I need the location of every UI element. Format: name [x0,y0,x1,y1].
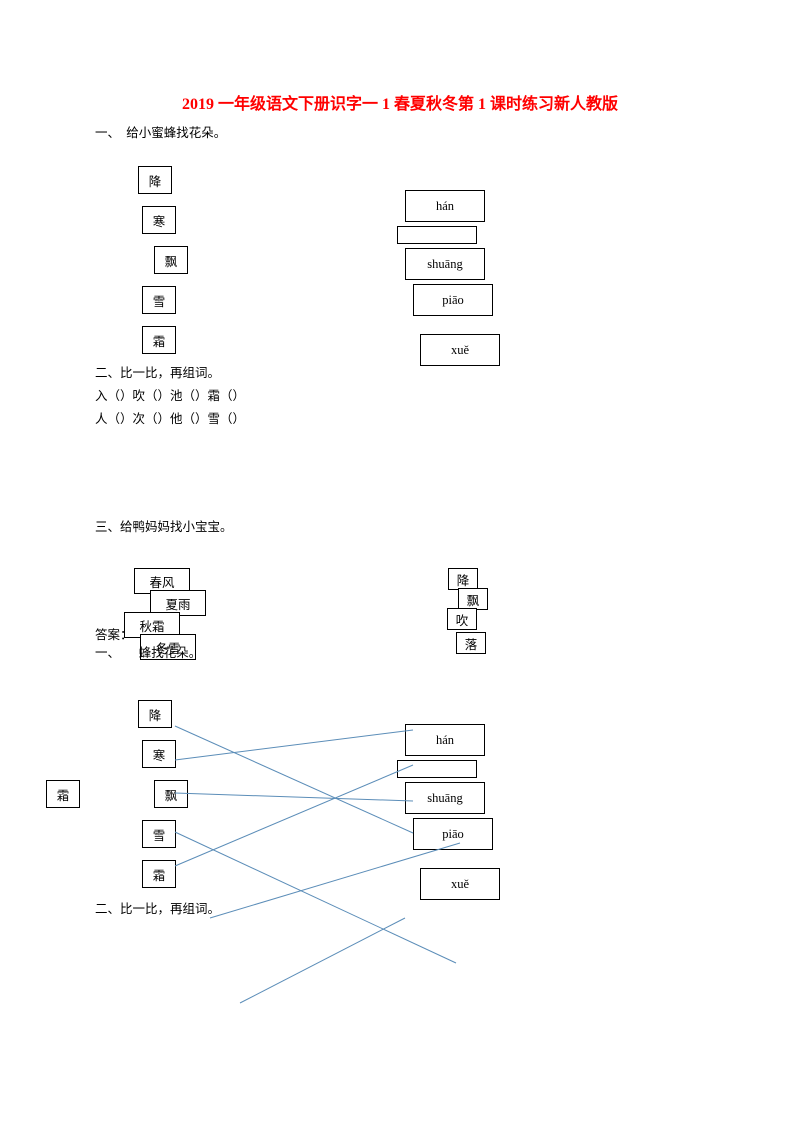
pinyin-box-hidden [397,226,477,244]
ans-char-box-0: 降 [138,700,172,728]
answer-1-label: 一、 蜂找花朵。 [95,642,201,661]
answer-label: 答案： [95,624,133,643]
section-2-label: 二、比一比，再组词。 [95,362,245,381]
pinyin-box-1: shuāng [405,248,485,280]
pinyin-box-0: hán [405,190,485,222]
answer-2-label: 二、比一比，再组词。 [95,898,220,917]
char-box-3: 雪 [142,286,176,314]
char-box-2: 飘 [154,246,188,274]
ans-pinyin-box-hidden [397,760,477,778]
page-title: 2019 一年级语文下册识字一 1 春夏秋冬第 1 课时练习新人教版 [95,90,705,114]
ans-pinyin-box-2: piāo [413,818,493,850]
ans-char-box-3: 雪 [142,820,176,848]
worksheet-page: 2019 一年级语文下册识字一 1 春夏秋冬第 1 课时练习新人教版 一、 给小… [0,0,800,141]
char-box-4: 霜 [142,326,176,354]
section-1-label: 一、 给小蜜蜂找花朵。 [95,122,705,141]
matching-lines [0,0,800,1132]
section-2-block: 二、比一比，再组词。 入（）吹（）池（）霜（） 人（）次（）他（）雪（） [95,358,245,431]
section-3-label: 三、给鸭妈妈找小宝宝。 [95,516,233,535]
ans-pinyin-box-0: hán [405,724,485,756]
mini-box-0: 降 [448,568,478,590]
section-2-line2: 人（）次（）他（）雪（） [95,408,245,427]
pinyin-box-2: piāo [413,284,493,316]
ans-char-box-2: 飘 [154,780,188,808]
pinyin-box-3: xuě [420,334,500,366]
mini-box-1: 飘 [458,588,488,610]
extra-char-box: 霜 [46,780,80,808]
mini-box-3: 落 [456,632,486,654]
char-box-0: 降 [138,166,172,194]
ans-char-box-1: 寒 [142,740,176,768]
ans-pinyin-box-1: shuāng [405,782,485,814]
section-2-line1: 入（）吹（）池（）霜（） [95,385,245,404]
char-box-1: 寒 [142,206,176,234]
mini-box-2: 吹 [447,608,477,630]
ans-char-box-4: 霜 [142,860,176,888]
ans-pinyin-box-3: xuě [420,868,500,900]
